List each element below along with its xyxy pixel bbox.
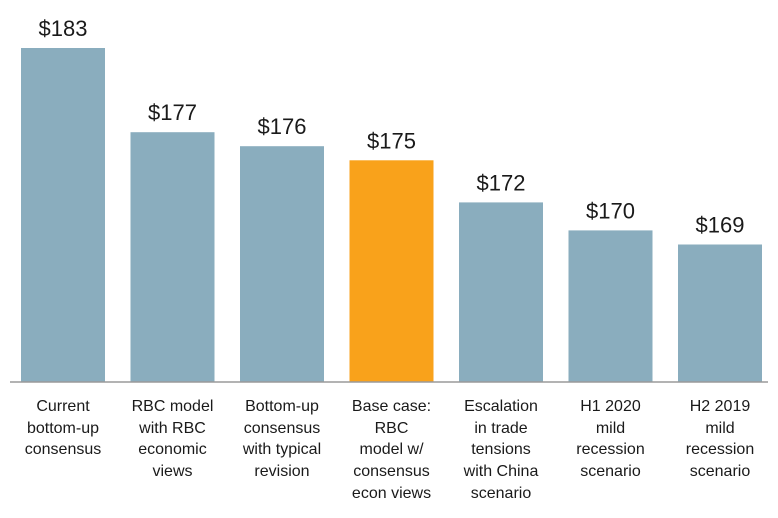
bar-0 (21, 48, 105, 382)
category-label-2: Bottom-up consensus with typical revision (224, 396, 340, 483)
category-label-line: mild (705, 419, 735, 437)
category-label-line: scenario (470, 484, 532, 502)
category-label-line: H1 2020 (580, 398, 641, 415)
value-label-4: $172 (477, 170, 526, 195)
category-label-line: Current (36, 398, 90, 415)
category-label-line: scenario (689, 463, 751, 481)
bar-3 (349, 160, 434, 382)
category-label-line: recession (576, 441, 645, 459)
category-label-4: Escalation in trade tensions with China scen… (443, 396, 559, 505)
value-label-3: $175 (367, 128, 416, 153)
category-label-3: Base case: RBC model w/consensus econ views (334, 396, 450, 505)
bar-5 (568, 230, 653, 382)
category-label-line: views (152, 463, 193, 481)
category-label-line: consensus (243, 419, 321, 437)
category-label-line: H2 2019 (689, 398, 751, 415)
category-label-line: mild (595, 419, 626, 437)
category-label-line: revision (254, 463, 310, 481)
category-label-0: Current bottom-up consensus (5, 396, 121, 461)
value-labels-group: $183 $177 $176 $175 $172 $170 $169 (39, 16, 745, 238)
category-label-line: with typical (242, 441, 322, 459)
value-label-0: $183 (39, 16, 88, 41)
category-label-line: economic (138, 441, 207, 459)
category-label-line: with RBC (139, 419, 206, 437)
category-label-line: in trade (474, 419, 528, 437)
category-label-line: recession (685, 441, 755, 459)
bar-4 (459, 202, 543, 382)
bar-1 (130, 132, 215, 382)
category-label-6: H2 2019 mild recession scenario (662, 396, 778, 483)
bar-2 (240, 146, 324, 382)
category-label-line: RBC model (131, 398, 214, 415)
category-label-line: scenario (580, 463, 641, 481)
category-label-1: RBC model with RBC economic views (115, 396, 231, 483)
value-label-2: $176 (258, 114, 307, 139)
category-label-line: model w/ (359, 441, 424, 459)
category-label-5: H1 2020 mild recession scenario (553, 396, 669, 483)
category-label-line: with China (463, 463, 539, 481)
category-label-line: consensus (24, 441, 102, 459)
category-label-line: Escalation (464, 398, 538, 415)
category-label-line: Base case: (351, 398, 432, 415)
value-label-1: $177 (148, 100, 197, 125)
category-label-line: Bottom-up (245, 398, 319, 415)
category-label-line: consensus (353, 463, 430, 481)
value-label-6: $169 (696, 213, 745, 238)
value-label-5: $170 (586, 198, 635, 223)
category-label-line: econ views (351, 484, 432, 502)
category-label-line: tensions (471, 441, 531, 459)
bars-group (21, 48, 762, 382)
bar-6 (678, 244, 762, 382)
category-label-line: RBC (374, 419, 409, 437)
category-label-line: bottom-up (26, 419, 100, 437)
